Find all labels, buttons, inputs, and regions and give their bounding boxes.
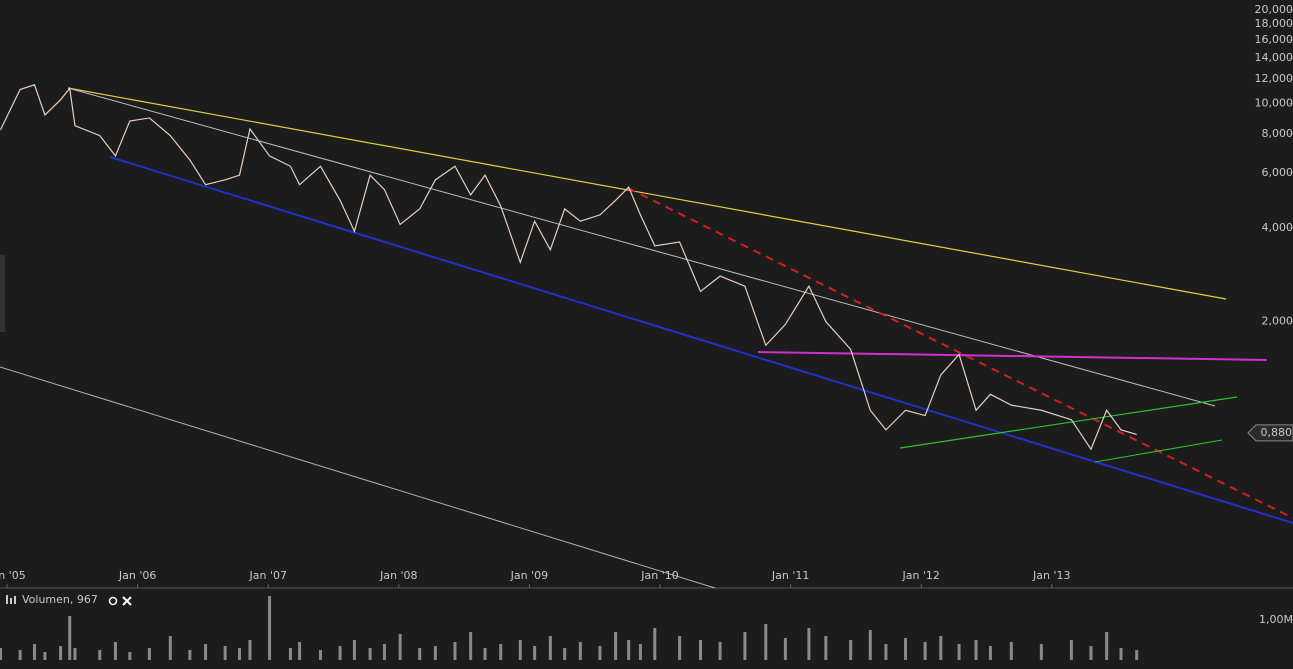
volume-bar — [653, 628, 656, 660]
volume-bar — [563, 648, 566, 660]
volume-bar — [1040, 644, 1043, 660]
volume-bar — [33, 644, 36, 660]
y-tick-label: 16,000 — [1255, 33, 1293, 46]
volume-bar — [1010, 642, 1013, 660]
volume-bar — [1070, 640, 1073, 660]
x-tick-label: Jan '07 — [248, 569, 286, 582]
volume-bar — [678, 636, 681, 660]
volume-bar — [939, 636, 942, 660]
volume-bar — [418, 648, 421, 660]
y-tick-label: 8,000 — [1262, 127, 1293, 140]
volume-bar — [453, 642, 456, 660]
x-tick-label: Jan '09 — [510, 569, 548, 582]
volume-bar — [98, 650, 101, 660]
volume-bar — [598, 646, 601, 660]
legend-label: Volumen, 967 — [22, 593, 98, 606]
volume-bar — [339, 646, 342, 660]
volume-bar — [1120, 648, 1123, 660]
volume-bar — [764, 624, 767, 660]
volume-bar — [743, 632, 746, 660]
y-tick-label: 4,000 — [1262, 221, 1293, 234]
volume-bar — [807, 628, 810, 660]
volume-bar — [627, 640, 630, 660]
volume-bar — [169, 636, 172, 660]
x-tick-label: Jan '10 — [640, 569, 678, 582]
y-tick-label: 14,000 — [1255, 51, 1293, 64]
volume-bar — [353, 640, 356, 660]
volume-bar — [579, 642, 582, 660]
volume-bar — [204, 644, 207, 660]
volume-bar — [884, 644, 887, 660]
icon — [10, 598, 12, 604]
volume-bar — [0, 648, 2, 660]
y-tick-label: 10,000 — [1255, 97, 1293, 110]
icon — [14, 596, 16, 604]
x-tick-label: Jan '12 — [901, 569, 939, 582]
volume-bar — [549, 636, 552, 660]
volume-bar — [699, 640, 702, 660]
volume-bar — [904, 638, 907, 660]
volume-bar — [289, 648, 292, 660]
x-tick-label: Jan '11 — [771, 569, 809, 582]
icon — [6, 595, 8, 604]
volume-bar — [614, 632, 617, 660]
volume-bar — [499, 644, 502, 660]
volume-bar — [924, 642, 927, 660]
volume-bar — [519, 640, 522, 660]
y-tick-label: 6,000 — [1262, 166, 1293, 179]
volume-bar — [298, 642, 301, 660]
y-tick-label: 12,000 — [1255, 72, 1293, 85]
volume-bar — [148, 648, 151, 660]
volume-bar — [68, 616, 71, 660]
volume-bar — [533, 646, 536, 660]
volume-bar — [719, 642, 722, 660]
volume-bar — [784, 638, 787, 660]
volume-bar — [469, 632, 472, 660]
volume-bar — [989, 646, 992, 660]
volume-bar — [639, 644, 642, 660]
volume-bar — [975, 640, 978, 660]
x-tick-label: Jan '08 — [379, 569, 417, 582]
volume-bar — [59, 646, 62, 660]
volume-bar — [188, 650, 191, 660]
x-tick-label: Jan '13 — [1032, 569, 1070, 582]
volume-bar — [268, 596, 271, 660]
volume-bar — [1089, 646, 1092, 660]
y-tick-label: 2,000 — [1262, 315, 1293, 328]
x-tick-label: Jan '06 — [118, 569, 156, 582]
x-tick-label: Jan '05 — [0, 569, 26, 582]
y-tick-label: 20,000 — [1255, 3, 1293, 16]
volume-bar — [238, 648, 241, 660]
y2-tick-label: 1,00M — [1259, 613, 1293, 626]
volume-bar — [19, 650, 22, 660]
volume-bar — [248, 640, 251, 660]
volume-bar — [224, 646, 227, 660]
scroll-handle[interactable] — [0, 255, 5, 332]
volume-bar — [1105, 632, 1108, 660]
volume-bar — [73, 648, 76, 660]
y-tick-label: 18,000 — [1255, 17, 1293, 30]
volume-bar — [114, 642, 117, 660]
volume-bar — [849, 640, 852, 660]
volume-bar — [958, 644, 961, 660]
volume-bar — [399, 634, 402, 660]
last-price-label: 0,880 — [1261, 426, 1293, 439]
volume-bar — [43, 652, 46, 660]
volume-bar — [484, 648, 487, 660]
volume-bar — [434, 646, 437, 660]
volume-bar — [319, 650, 322, 660]
volume-bar — [369, 648, 372, 660]
volume-bar — [869, 630, 872, 660]
volume-bar — [128, 652, 131, 660]
volume-bar — [1135, 650, 1138, 660]
volume-bar — [824, 636, 827, 660]
volume-bar — [383, 644, 386, 660]
